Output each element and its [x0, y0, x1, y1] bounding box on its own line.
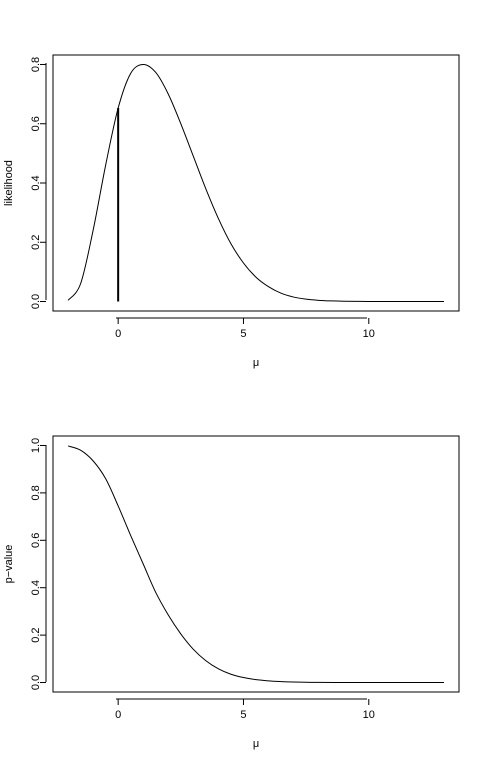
y-tick-label: 0.2 [30, 235, 42, 250]
ticks: 0 5 10 0.0 0.2 0.4 0.6 0.8 [30, 57, 375, 340]
y-tick-label: 0.4 [30, 580, 42, 595]
x-tick-label: 10 [363, 328, 375, 340]
y-tick-label: 0.2 [30, 627, 42, 642]
series-line [67, 63, 444, 303]
y-tick-label: 0.6 [30, 116, 42, 131]
x-tick-label: 10 [363, 709, 375, 721]
x-axis-label: μ [253, 738, 259, 750]
x-tick-label: 0 [115, 328, 121, 340]
y-tick-label: 0.4 [30, 175, 42, 190]
plot-frame [52, 435, 460, 693]
y-tick-label: 0.8 [30, 485, 42, 500]
plot-frame [52, 54, 460, 312]
y-tick-label: 0.0 [30, 675, 42, 690]
y-tick-label: 1.0 [30, 438, 42, 453]
x-tick-label: 5 [240, 328, 246, 340]
panel-p-value: μ p−value 0 5 10 0.0 0.2 0.4 0.6 0.8 1.0 [3, 435, 460, 750]
ticks: 0 5 10 0.0 0.2 0.4 0.6 0.8 1.0 [30, 438, 375, 721]
marks [67, 63, 444, 303]
series-line [67, 445, 444, 684]
y-tick-label: 0.0 [30, 294, 42, 309]
x-tick-label: 0 [115, 709, 121, 721]
y-tick-label: 0.8 [30, 57, 42, 72]
y-axis-label: likelihood [3, 160, 15, 206]
x-tick-label: 5 [240, 709, 246, 721]
x-axis-label: μ [253, 357, 259, 369]
y-axis-label: p−value [3, 545, 15, 584]
panel-likelihood: μ likelihood 0 5 10 0.0 0.2 0.4 0.6 0.8 [3, 54, 460, 369]
y-tick-label: 0.6 [30, 533, 42, 548]
marks [67, 445, 444, 684]
